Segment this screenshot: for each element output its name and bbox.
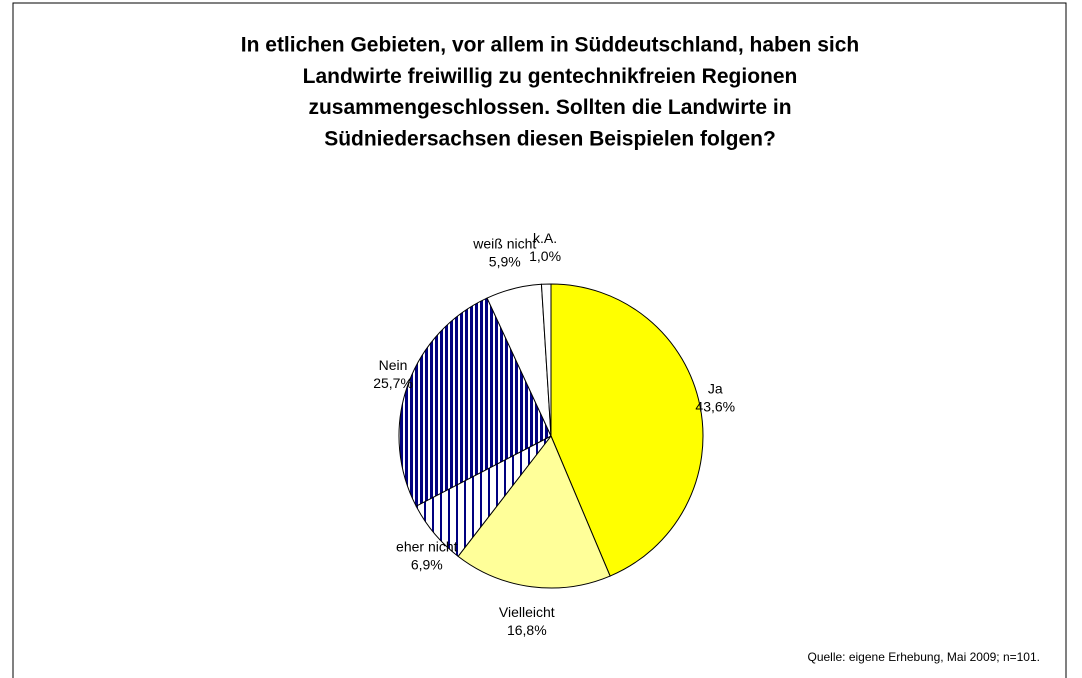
slice-value-label: 1,0% <box>529 248 561 264</box>
pie-slice <box>540 283 552 437</box>
pie-slice <box>457 435 611 589</box>
slice-value-label: 25,7% <box>373 375 413 391</box>
chart-title: Südniedersachsen diesen Beispielen folge… <box>324 127 776 150</box>
frame <box>12 2 1067 678</box>
slice-value-label: 5,9% <box>489 253 521 269</box>
slice-label: Ja <box>708 380 723 396</box>
slice-label: weiß nicht <box>472 235 536 251</box>
slice-label: eher nicht <box>396 538 458 554</box>
slice-label: Vielleicht <box>499 604 555 620</box>
chart-title: zusammengeschlossen. Sollten die Landwir… <box>308 96 791 119</box>
slice-value-label: 16,8% <box>507 622 547 638</box>
chart-title: In etlichen Gebieten, vor allem in Südde… <box>241 34 859 57</box>
slice-label: Nein <box>379 357 408 373</box>
chart-title: Landwirte freiwillig zu gentechnikfreien… <box>303 65 798 88</box>
source: Quelle: eigene Erhebung, Mai 2009; n=101… <box>807 650 1040 664</box>
pie-slice <box>398 297 552 507</box>
slice-value-label: 6,9% <box>411 556 443 572</box>
slice-label: k.A. <box>533 230 557 246</box>
pie-slice <box>550 283 704 577</box>
slice-value-label: 43,6% <box>695 398 735 414</box>
